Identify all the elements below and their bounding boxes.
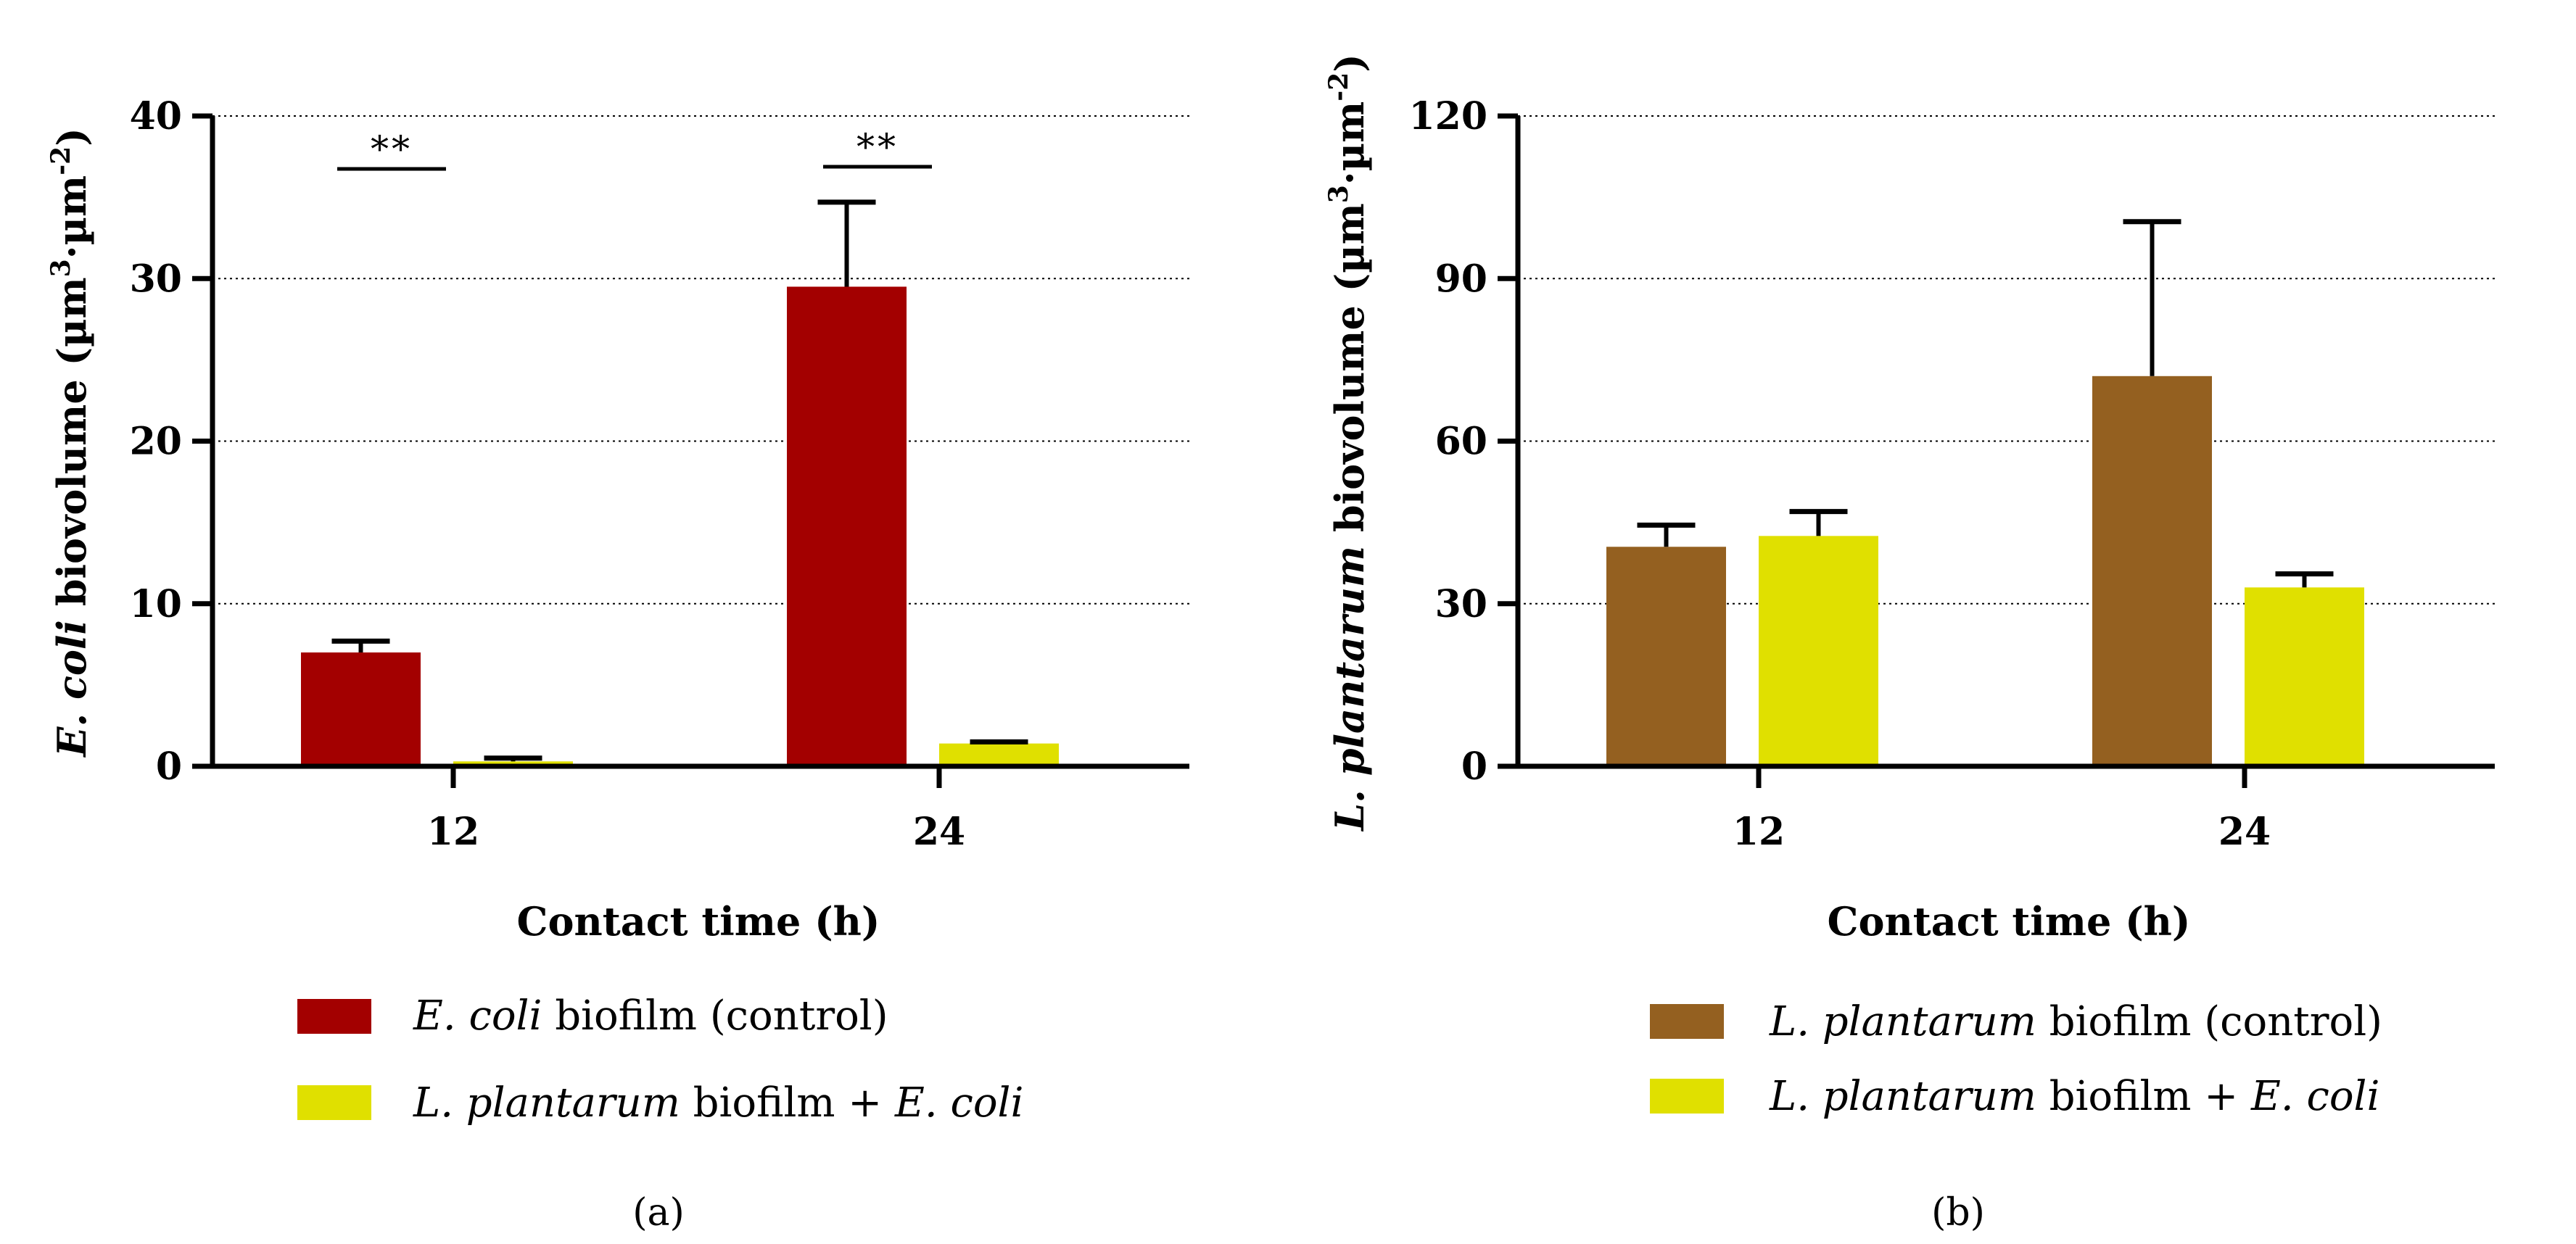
chart-b-legend-label-control: L. plantarum biofilm (control): [1769, 998, 2382, 1045]
chart-b-y-tick-label: 60: [1435, 420, 1487, 464]
chart-b-y-label-supm2: -2: [1324, 72, 1354, 101]
chart-a-y-axis-label: E. coli biovolume (µm3·µm-2): [46, 128, 95, 758]
chart-a-significance-label: **: [371, 128, 413, 170]
chart-b-x-axis-label: Contact time (h): [1828, 898, 2191, 945]
chart-b-legend-swatch-control: [1650, 1004, 1724, 1039]
chart-a-legend-treated-rest: biofilm +: [680, 1079, 895, 1127]
chart-b-legend-treated-species2: E. coli: [2250, 1073, 2379, 1120]
chart-a-x-axis-label: Contact time (h): [517, 898, 880, 945]
chart-b-y-label-species: L. plantarum: [1326, 546, 1373, 832]
chart-a-y-tick-label: 10: [130, 582, 182, 626]
chart-b-bar-series0-24: [2092, 376, 2212, 766]
chart-a-y-label-close: ): [49, 128, 95, 146]
chart-a-y-label-dot: ·µm: [49, 175, 95, 259]
chart-a-bar-series0-24: [787, 286, 907, 766]
chart-b-legend-label-treated: L. plantarum biofilm + E. coli: [1769, 1073, 2379, 1120]
chart-b-y-label-units: biovolume (µm: [1326, 203, 1373, 546]
chart-a-error-bars: [331, 199, 1028, 762]
chart-a-legend-swatch-treated: [297, 1085, 371, 1120]
chart-a-significance-label: **: [856, 126, 899, 168]
chart-b-legend-swatch-treated: [1650, 1079, 1724, 1114]
chart-b: 0 30 60 90 120 12 24 Contact time (h) L. plant…: [1324, 54, 2495, 1235]
chart-b-y-label-dot: ·µm: [1326, 101, 1373, 185]
chart-b-ticks: 0 30 60 90 120 12 24: [1408, 94, 2271, 854]
chart-a-y-tick-label: 40: [130, 94, 182, 138]
chart-b-panel-label: (b): [1931, 1191, 1985, 1235]
chart-a-y-tick-label: 0: [156, 745, 182, 789]
chart-a-x-tick-label: 12: [427, 810, 479, 854]
chart-a-significance: ** **: [337, 126, 932, 171]
chart-b-y-axis-label: L. plantarum biovolume (µm3·µm-2): [1324, 54, 1373, 832]
chart-a-legend-treated-species2: E. coli: [894, 1079, 1023, 1127]
chart-b-legend-control-species: L. plantarum: [1769, 998, 2036, 1045]
chart-a-x-tick-label: 24: [913, 810, 965, 854]
chart-a-legend-control-rest: biofilm (control): [542, 992, 888, 1040]
chart-a-y-tick-label: 30: [130, 257, 182, 301]
chart-a-legend-swatch-control: [297, 999, 371, 1034]
chart-a-legend-control-species: E. coli: [413, 992, 542, 1040]
chart-a-panel-label: (a): [632, 1191, 685, 1235]
chart-a-bar-series0-12: [301, 652, 421, 766]
chart-a: ** ** 0 10 20 30 40 12 24 Contact time (h) E. c…: [46, 94, 1189, 1235]
chart-a-legend-label-treated: L. plantarum biofilm + E. coli: [413, 1079, 1023, 1127]
chart-b-y-label-sup3: 3: [1324, 185, 1354, 203]
chart-b-y-tick-label: 0: [1461, 745, 1487, 789]
chart-b-x-tick-label: 12: [1733, 810, 1785, 854]
chart-b-bar-series0-12: [1606, 547, 1726, 766]
chart-a-bar-series1-24: [939, 743, 1059, 766]
chart-b-y-tick-label: 120: [1408, 94, 1487, 138]
chart-a-gridlines: [212, 115, 1189, 605]
chart-b-bar-series1-24: [2245, 587, 2364, 766]
chart-a-legend-label-control: E. coli biofilm (control): [413, 992, 888, 1040]
chart-b-legend-treated-rest: biofilm +: [2036, 1073, 2251, 1120]
chart-b-y-tick-label: 30: [1435, 582, 1487, 626]
chart-b-bars: [1606, 376, 2364, 766]
chart-b-legend-control-rest: biofilm (control): [2036, 998, 2382, 1045]
chart-a-bars: [301, 286, 1059, 766]
chart-a-y-label-sup3: 3: [46, 259, 76, 277]
chart-b-bar-series1-12: [1759, 536, 1878, 766]
chart-a-y-label-species: E. coli: [49, 620, 95, 758]
chart-b-y-label-close: ): [1326, 54, 1373, 72]
chart-b-x-tick-label: 24: [2218, 810, 2271, 854]
chart-b-y-tick-label: 90: [1435, 257, 1487, 301]
chart-a-y-label-supm2: -2: [46, 146, 76, 175]
chart-a-y-label-units: biovolume (µm: [49, 277, 95, 620]
chart-a-legend-treated-species: L. plantarum: [413, 1079, 680, 1127]
chart-b-error-bars: [1637, 219, 2334, 588]
chart-a-y-tick-label: 20: [130, 420, 182, 464]
chart-b-legend-treated-species: L. plantarum: [1769, 1073, 2036, 1120]
chart-a-ticks: 0 10 20 30 40 12 24: [130, 94, 966, 854]
